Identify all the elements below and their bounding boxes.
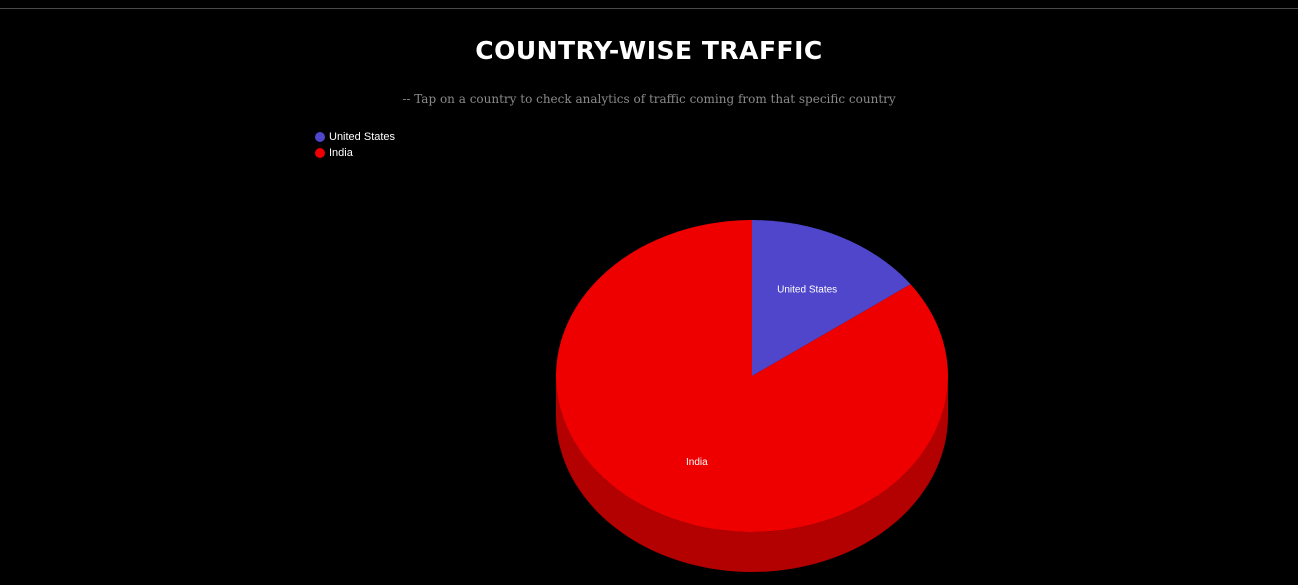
slice-label-united-states: United States bbox=[777, 284, 837, 295]
chart-legend: United States India bbox=[315, 129, 395, 161]
page-subtitle: -- Tap on a country to check analytics o… bbox=[402, 92, 896, 106]
legend-label-united-states: United States bbox=[329, 131, 396, 143]
pie-slice-united-states[interactable] bbox=[752, 220, 911, 376]
page-title: COUNTRY-WISE TRAFFIC bbox=[475, 36, 823, 65]
legend-label-india: India bbox=[329, 147, 353, 159]
legend-item-india[interactable]: India bbox=[315, 145, 395, 161]
legend-swatch-united-states bbox=[315, 132, 325, 142]
top-divider bbox=[0, 8, 1298, 9]
pie-slice-india[interactable] bbox=[555, 220, 948, 533]
slice-label-india: India bbox=[686, 457, 708, 468]
legend-item-united-states[interactable]: United States bbox=[315, 129, 395, 145]
legend-swatch-india bbox=[315, 148, 325, 158]
pie-slice-side-india[interactable] bbox=[556, 376, 948, 572]
